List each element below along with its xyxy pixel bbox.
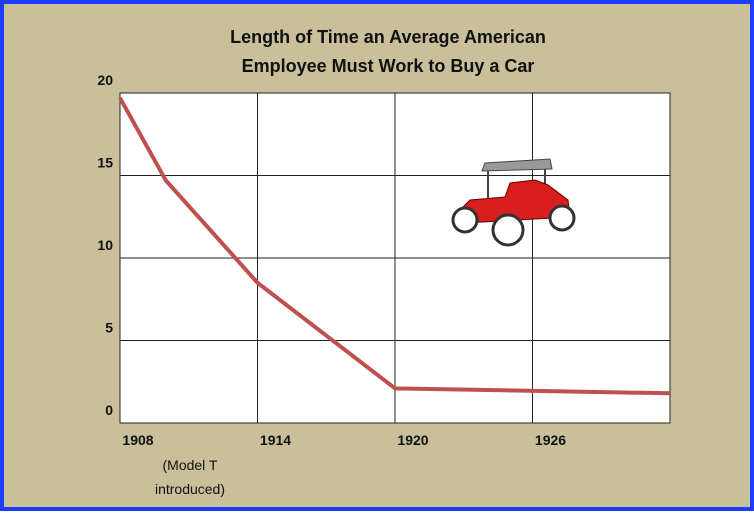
y-tick-label: 0: [105, 402, 113, 418]
x-tick-label: 1926: [535, 432, 566, 448]
annotation: (Model T: [163, 457, 218, 473]
data-line: [118, 96, 671, 396]
y-tick-label: 15: [97, 155, 113, 171]
chart-title: Employee Must Work to Buy a Car: [242, 56, 535, 76]
x-tick-label: 1914: [260, 432, 291, 448]
y-tick-label: 20: [97, 72, 113, 88]
car-illustration: [451, 158, 576, 247]
x-tick-label: 1920: [397, 432, 428, 448]
y-tick-label: 10: [97, 237, 113, 253]
x-tick-label: 1908: [122, 432, 153, 448]
chart-title: Length of Time an Average American: [230, 27, 546, 47]
annotation: introduced): [155, 481, 225, 497]
y-tick-label: 5: [105, 320, 113, 336]
